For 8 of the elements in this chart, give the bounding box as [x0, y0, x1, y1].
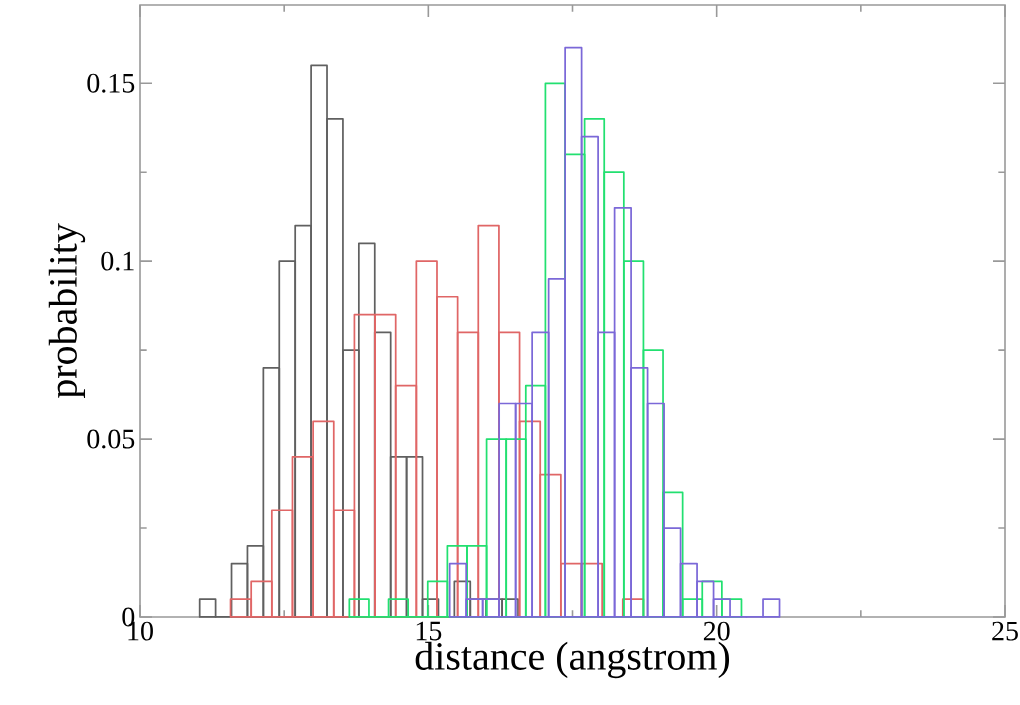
- x-tick-label: 20: [703, 621, 730, 641]
- x-tick-label: 15: [416, 621, 442, 641]
- y-axis-title: probability: [48, 223, 86, 399]
- y-tick-label: 0.05: [87, 429, 135, 449]
- y-tick-label: 0.15: [87, 73, 135, 93]
- y-tick-label: 0.1: [101, 251, 134, 271]
- x-axis-title: distance (angstrom): [415, 641, 730, 679]
- x-tick-label: 25: [992, 621, 1018, 641]
